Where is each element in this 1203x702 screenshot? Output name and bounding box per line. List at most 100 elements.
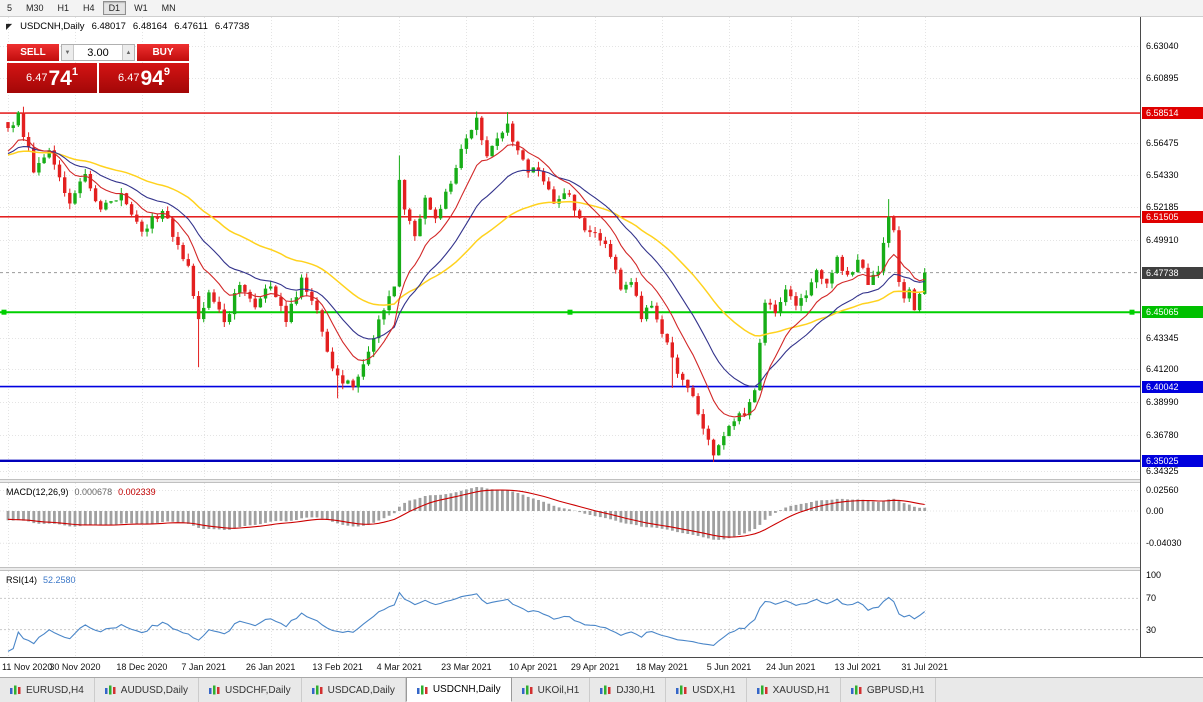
date-label: 23 Mar 2021	[441, 662, 492, 672]
tab-label: EURUSD,H4	[26, 684, 84, 696]
tab-label: XAUUSD,H1	[772, 684, 830, 696]
price-badge-price: 6.47738	[1142, 266, 1203, 279]
tab-eurusd-h4[interactable]: EURUSD,H4	[0, 678, 95, 702]
rsi-name: RSI(14)	[6, 575, 38, 585]
tab-dj30-h1[interactable]: DJ30,H1	[590, 678, 667, 702]
timeframe-button-mn[interactable]: MN	[161, 3, 176, 13]
price-tick-label: 6.54330	[1146, 169, 1179, 180]
macd-signal-value: 0.002339	[118, 487, 156, 497]
sell-price-big-digits: 74	[48, 66, 72, 90]
price-badge-blue: 6.35025	[1142, 454, 1203, 467]
rsi-value: 52.2580	[43, 575, 76, 585]
chart-ohlc-header: ◤ USDCNH,Daily 6.48017 6.48164 6.47611 6…	[6, 21, 249, 32]
date-label: 24 Jun 2021	[766, 662, 816, 672]
ohlc-high-value: 6.48164	[132, 21, 168, 32]
date-label: 13 Jul 2021	[834, 662, 882, 672]
price-chart[interactable]	[0, 17, 1140, 479]
ma-fast-line[interactable]	[7, 139, 925, 418]
timeframe-button-w1[interactable]: W1	[134, 3, 148, 13]
macd-histogram	[6, 487, 927, 540]
tab-audusd-daily[interactable]: AUDUSD,Daily	[95, 678, 200, 702]
price-badge-blue: 6.40042	[1142, 380, 1203, 393]
price-badge-red: 6.51505	[1142, 210, 1203, 223]
chart-icon	[521, 685, 533, 695]
volume-up-button[interactable]: ▲	[122, 45, 134, 60]
date-label: 5 Jun 2021	[706, 662, 752, 672]
macd-panel[interactable]	[0, 483, 1140, 567]
tab-usdcad-daily[interactable]: USDCAD,Daily	[302, 678, 406, 702]
one-click-collapse-icon[interactable]: ◤	[6, 22, 13, 31]
macd-axis-label: -0.04030	[1146, 538, 1182, 549]
chart-icon	[10, 685, 21, 695]
time-axis[interactable]: 11 Nov 2020 30 Nov 2020 18 Dec 2020 7 Jan 2…	[0, 657, 1203, 677]
sell-price-display[interactable]: 6.47 74 1	[7, 63, 97, 93]
price-tick-label: 6.38990	[1146, 397, 1179, 408]
price-tick-label: 6.60895	[1146, 72, 1179, 83]
line-handle[interactable]	[567, 309, 573, 315]
price-badge-green: 6.45065	[1142, 306, 1203, 319]
timeframe-button-h1[interactable]: H1	[57, 3, 70, 13]
tab-xauusd-h1[interactable]: XAUUSD,H1	[747, 678, 841, 702]
timeframe-button-d1[interactable]: D1	[102, 1, 127, 15]
tab-label: AUDUSD,Daily	[120, 684, 189, 696]
grid-lines	[8, 571, 926, 657]
tab-label: UKOil,H1	[537, 684, 580, 696]
buy-price-display[interactable]: 6.47 94 9	[99, 63, 189, 93]
price-axis[interactable]: 6.63040 6.60895 6.56475 6.54330 6.52185 6.499…	[1140, 17, 1203, 657]
ma-slow-line[interactable]	[7, 150, 925, 337]
rsi-line	[7, 591, 926, 652]
volume-input[interactable]: 3.00	[87, 46, 109, 59]
tab-label: USDCNH,Daily	[432, 684, 501, 695]
volume-field: ▼ 3.00 ▲	[61, 44, 135, 61]
timeframe-button-5[interactable]: 5	[7, 3, 13, 13]
date-label: 18 Dec 2020	[116, 662, 168, 672]
date-label: 29 Apr 2021	[570, 662, 620, 672]
chart-symbol-label: USDCNH,Daily	[20, 21, 85, 32]
chart-icon	[104, 685, 116, 695]
date-label: 11 Nov 2020	[2, 662, 53, 672]
buy-price-pipette: 9	[163, 66, 170, 78]
date-label: 4 Mar 2021	[376, 662, 423, 672]
rsi-panel[interactable]	[0, 571, 1140, 657]
chart-tabs-bar: EURUSD,H4 AUDUSD,Daily USDCHF,Daily USDCAD,…	[0, 677, 1203, 702]
tab-gbpusd-h1[interactable]: GBPUSD,H1	[841, 678, 936, 702]
tab-usdcnh-daily[interactable]: USDCNH,Daily	[405, 677, 512, 702]
timeframe-button-h4[interactable]: H4	[83, 3, 95, 13]
one-click-trading-panel: SELL ▼ 3.00 ▲ BUY 6.47 74 1 6.47 94 9	[7, 44, 189, 93]
ma-mid-line[interactable]	[7, 146, 925, 387]
chart-icon	[209, 685, 220, 695]
price-tick-label: 6.52185	[1146, 201, 1179, 212]
panel-separator[interactable]	[0, 567, 1203, 571]
chart-plot-area[interactable]: ◤ USDCNH,Daily 6.48017 6.48164 6.47611 6…	[0, 17, 1140, 479]
date-label: 13 Feb 2021	[312, 662, 363, 672]
line-handle[interactable]	[1, 309, 7, 315]
volume-down-button[interactable]: ▼	[62, 45, 74, 60]
timeframe-toolbar: 5 M30 H1 H4 D1 W1 MN	[0, 0, 1203, 17]
macd-axis-label: 0.00	[1146, 506, 1164, 516]
tab-usdchf-daily[interactable]: USDCHF,Daily	[199, 678, 302, 702]
macd-indicator-label: MACD(12,26,9) 0.000678 0.002339	[6, 487, 156, 497]
panel-separator[interactable]	[0, 479, 1203, 483]
timeframe-button-m30[interactable]: M30	[26, 3, 44, 13]
date-label: 31 Jul 2021	[901, 662, 948, 672]
macd-axis-label: 0.02560	[1146, 485, 1179, 496]
chart-icon	[600, 685, 611, 695]
buy-button[interactable]: BUY	[137, 44, 189, 61]
tab-ukoil-h1[interactable]: UKOil,H1	[512, 678, 591, 702]
tab-usdx-h1[interactable]: USDX,H1	[666, 678, 747, 702]
sell-price-pipette: 1	[71, 66, 78, 78]
buy-price-prefix: 6.47	[118, 72, 140, 84]
date-label: 18 May 2021	[636, 662, 689, 672]
price-tick-label: 6.63040	[1146, 41, 1179, 52]
line-handle[interactable]	[1129, 309, 1135, 315]
sell-button[interactable]: SELL	[7, 44, 59, 61]
chart-icon	[850, 685, 862, 695]
chart-icon	[676, 685, 687, 695]
ohlc-close-value: 6.47738	[214, 21, 250, 32]
chart-icon	[416, 685, 428, 694]
rsi-axis-label: 70	[1146, 593, 1157, 604]
date-label: 10 Apr 2021	[509, 662, 558, 672]
sell-price-prefix: 6.47	[26, 72, 48, 84]
tab-label: GBPUSD,H1	[866, 684, 925, 696]
